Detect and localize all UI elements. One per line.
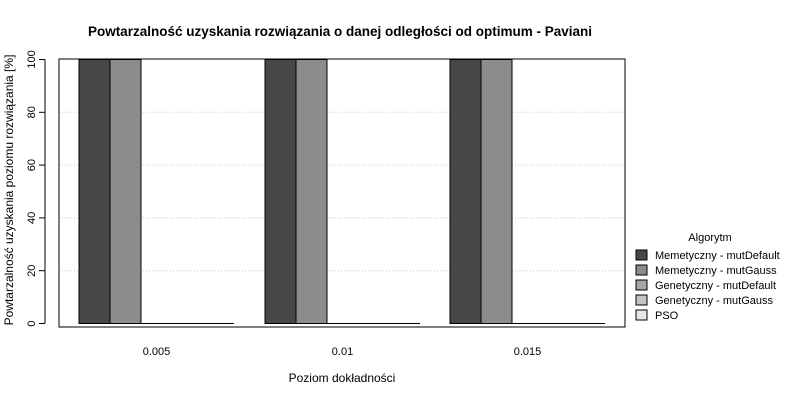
y-axis: 0 20 40 60 80 100	[26, 50, 46, 327]
legend-swatch	[635, 264, 648, 276]
bar	[449, 59, 482, 324]
legend-entry: Genetyczny - mutGauss	[655, 295, 773, 307]
legend-swatch	[635, 309, 648, 321]
legend-entry: PSO	[655, 310, 679, 322]
legend-swatch	[635, 279, 648, 291]
bar	[78, 59, 111, 324]
bars	[78, 59, 605, 324]
legend-entry: Memetyczny - mutGauss	[655, 265, 777, 277]
x-axis-label: Poziom dokładności	[289, 371, 396, 385]
x-tick-label: 0.015	[514, 346, 542, 358]
plot-frame	[58, 58, 626, 328]
x-axis: 0.005 0.01 0.015	[143, 346, 542, 358]
y-tick-label: 40	[26, 212, 38, 224]
legend: Algorytm Memetyczny - mutDefault Memetycz…	[635, 232, 780, 322]
y-tick-label: 60	[26, 159, 38, 171]
legend-swatch	[635, 294, 648, 306]
y-axis-label: Powtarzalność uzyskania poziomu rozwiąza…	[2, 55, 16, 326]
legend-title: Algorytm	[688, 232, 731, 244]
x-tick-label: 0.01	[332, 346, 353, 358]
legend-swatch	[635, 249, 648, 261]
grid-lines	[59, 111, 625, 272]
y-tick-label: 0	[26, 320, 38, 326]
bar	[295, 59, 328, 324]
bar	[109, 59, 142, 324]
y-tick-label: 20	[26, 265, 38, 277]
legend-entry: Genetyczny - mutDefault	[655, 280, 776, 292]
chart-title: Powtarzalność uzyskania rozwiązania o da…	[88, 24, 592, 39]
y-tick-label: 80	[26, 106, 38, 118]
bar	[480, 59, 513, 324]
legend-entry: Memetyczny - mutDefault	[655, 250, 780, 262]
y-tick-label: 100	[26, 50, 38, 68]
bar	[264, 59, 297, 324]
x-tick-label: 0.005	[143, 346, 171, 358]
